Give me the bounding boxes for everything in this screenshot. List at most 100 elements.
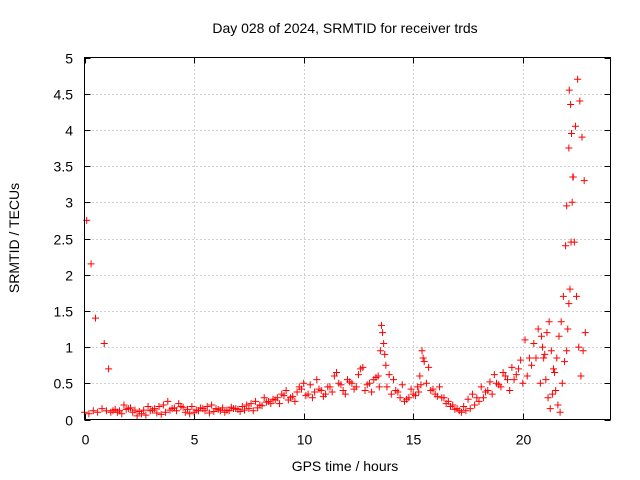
data-point xyxy=(238,402,246,410)
data-point xyxy=(359,363,367,371)
data-point xyxy=(565,86,573,94)
data-point xyxy=(411,392,419,400)
data-point xyxy=(543,329,551,337)
data-point xyxy=(387,390,395,398)
data-point xyxy=(372,374,380,382)
data-point xyxy=(525,354,533,362)
data-point xyxy=(368,388,376,396)
data-points xyxy=(81,75,589,420)
data-point xyxy=(418,347,426,355)
data-point xyxy=(363,381,371,389)
data-point xyxy=(98,405,106,413)
data-point xyxy=(175,400,183,408)
data-point xyxy=(447,402,455,410)
data-point xyxy=(227,403,235,411)
data-point xyxy=(377,321,385,329)
data-point xyxy=(267,400,275,408)
data-point xyxy=(350,385,358,393)
data-point xyxy=(289,392,297,400)
data-point xyxy=(297,385,305,393)
data-point xyxy=(280,392,288,400)
data-point xyxy=(488,390,496,398)
data-point xyxy=(155,402,163,410)
data-point xyxy=(313,376,321,384)
data-point xyxy=(232,405,240,413)
y-tick-label: 2.5 xyxy=(54,232,74,248)
data-point xyxy=(567,130,575,138)
data-point xyxy=(122,405,130,413)
data-point xyxy=(254,404,262,412)
data-point xyxy=(394,388,402,396)
data-point xyxy=(554,401,562,409)
data-point xyxy=(341,390,349,398)
data-point xyxy=(140,406,148,414)
data-point xyxy=(284,396,292,404)
data-point xyxy=(519,379,527,387)
data-point xyxy=(247,400,255,408)
data-point xyxy=(276,400,284,408)
data-point xyxy=(566,285,574,293)
data-point xyxy=(170,404,178,412)
data-point xyxy=(542,376,550,384)
data-point xyxy=(85,410,93,418)
data-point xyxy=(91,314,99,322)
y-tick-label: 1 xyxy=(65,340,73,356)
data-point xyxy=(482,388,490,396)
data-point xyxy=(258,402,266,410)
data-point xyxy=(302,392,310,400)
data-point xyxy=(512,371,520,379)
y-tick-label: 1.5 xyxy=(54,304,74,320)
grid-lines xyxy=(84,57,611,420)
data-point xyxy=(570,238,578,246)
data-point xyxy=(271,396,279,404)
data-point xyxy=(354,371,362,379)
data-point xyxy=(142,411,150,419)
data-point xyxy=(407,385,415,393)
data-point xyxy=(113,408,121,416)
data-point xyxy=(565,144,573,152)
data-point xyxy=(398,381,406,389)
data-point xyxy=(552,387,560,395)
data-point xyxy=(577,372,585,380)
data-point xyxy=(127,404,135,412)
data-point xyxy=(120,401,128,409)
x-axis-label: GPS time / hours xyxy=(292,458,399,474)
data-point xyxy=(131,406,139,414)
data-point xyxy=(550,365,558,373)
data-point xyxy=(490,371,498,379)
data-point xyxy=(396,394,404,402)
data-point xyxy=(87,260,95,268)
x-tick-label: 5 xyxy=(191,432,199,448)
data-point xyxy=(573,292,581,300)
x-tick-label: 10 xyxy=(297,432,313,448)
data-point xyxy=(105,365,113,373)
data-point xyxy=(188,402,196,410)
data-point xyxy=(192,406,200,414)
data-point xyxy=(415,388,423,396)
y-axis-label: SRMTID / TECUs xyxy=(6,183,22,293)
data-point xyxy=(251,397,259,405)
data-point xyxy=(164,397,172,405)
data-point xyxy=(462,407,470,415)
data-point xyxy=(495,381,503,389)
data-point xyxy=(569,173,577,181)
data-point xyxy=(508,363,516,371)
data-point xyxy=(197,404,205,412)
data-point xyxy=(425,363,433,371)
data-point xyxy=(157,410,165,418)
data-point xyxy=(514,365,522,373)
data-point xyxy=(575,343,583,351)
data-point xyxy=(521,336,529,344)
data-point xyxy=(451,405,459,413)
data-point xyxy=(219,404,227,412)
data-point xyxy=(380,339,388,347)
data-point xyxy=(537,332,545,340)
data-point xyxy=(184,405,192,413)
y-tick-label: 4.5 xyxy=(54,87,74,103)
data-point xyxy=(240,406,248,414)
data-point xyxy=(510,376,518,384)
data-point xyxy=(559,292,567,300)
data-point xyxy=(475,397,483,405)
data-point xyxy=(262,398,270,406)
